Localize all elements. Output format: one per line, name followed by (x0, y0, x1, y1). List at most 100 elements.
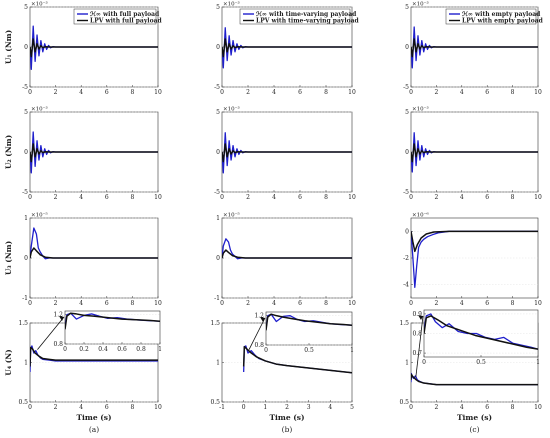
axis-multiplier: ×10⁻³ (223, 1, 240, 8)
x-tick-label: 10 (348, 194, 356, 201)
y-tick-label: 5 (405, 109, 409, 116)
x-tick-label: 4 (79, 89, 83, 96)
legend-label: LPV with empty payload (462, 18, 544, 25)
x-tick-label: 6 (298, 194, 302, 201)
x-tick-label: 8 (511, 300, 515, 307)
x-tick-label: 1 (263, 404, 267, 411)
x-tick-label: 10 (154, 300, 162, 307)
x-tick-label: 0.4 (98, 346, 108, 353)
y-axis-label: U₂ (Nm) (4, 135, 13, 169)
y-tick-label: -4 (403, 282, 409, 289)
x-tick-label: 0 (63, 346, 67, 353)
x-axis-label: Time (s) (269, 413, 304, 422)
x-tick-label: 10 (534, 300, 542, 307)
x-tick-label: 4 (272, 194, 276, 201)
y-tick-label: 1 (24, 360, 28, 367)
x-tick-label: 2 (54, 300, 58, 307)
x-tick-label: 6 (485, 194, 489, 201)
x-tick-label: 4 (460, 300, 464, 307)
x-tick-label: 2 (285, 404, 289, 411)
x-tick-label: 0 (28, 300, 32, 307)
y-tick-label: 0 (405, 44, 409, 51)
y-tick-label: 1.5 (399, 320, 409, 327)
x-tick-label: 0.2 (79, 346, 89, 353)
y-tick-label: 5 (24, 4, 28, 11)
y-tick-label: 1.2 (254, 313, 264, 320)
x-tick-label: 6 (298, 300, 302, 307)
y-tick-label: 0.9 (412, 311, 422, 318)
x-tick-label: 0 (264, 347, 268, 354)
x-tick-label: 0 (220, 89, 224, 96)
x-tick-label: 4 (272, 300, 276, 307)
x-tick-label: 4 (79, 404, 83, 411)
x-tick-label: 0 (28, 194, 32, 201)
y-tick-label: 0.8 (254, 342, 264, 349)
x-tick-label: 6 (105, 89, 109, 96)
x-tick-label: 10 (154, 194, 162, 201)
y-tick-label: 1.2 (53, 312, 63, 319)
x-tick-label: 8 (130, 194, 134, 201)
x-tick-label: 6 (298, 89, 302, 96)
legend-a1: ℋ∞ with full payloadLPV with full payloa… (74, 9, 162, 25)
x-tick-label: 4 (328, 404, 332, 411)
subfigure-caption: (a) (89, 425, 99, 434)
chart-c3: -4-200246810×10⁻⁶ (403, 212, 542, 308)
x-axis-label: Time (s) (76, 413, 111, 422)
x-tick-label: 1 (536, 359, 540, 366)
y-tick-label: 0 (24, 149, 28, 156)
y-axis-label: U₃ (Nm) (4, 241, 13, 275)
y-tick-label: 1 (216, 360, 220, 367)
y-tick-label: 1.5 (210, 320, 220, 327)
y-axis-label: U₁ (Nm) (4, 30, 13, 64)
x-tick-label: 10 (534, 404, 542, 411)
y-tick-label: 5 (405, 4, 409, 11)
x-tick-label: 4 (79, 194, 83, 201)
y-tick-label: 1.5 (18, 320, 28, 327)
x-tick-label: 4 (460, 89, 464, 96)
x-tick-label: 2 (54, 89, 58, 96)
x-tick-label: 6 (105, 194, 109, 201)
x-tick-label: 4 (460, 194, 464, 201)
x-tick-label: 3 (307, 404, 311, 411)
x-tick-label: 10 (348, 300, 356, 307)
y-tick-label: 0.8 (53, 341, 63, 348)
x-tick-label: 8 (511, 404, 515, 411)
plot-frame (65, 311, 160, 344)
x-tick-label: 0 (28, 404, 32, 411)
x-tick-label: 0 (409, 300, 413, 307)
x-tick-label: 6 (485, 300, 489, 307)
y-tick-label: 5 (24, 109, 28, 116)
axis-multiplier: ×10⁻³ (412, 106, 429, 113)
chart-b3: -1010246810×10⁻⁵ (214, 212, 356, 308)
y-tick-label: 1 (216, 215, 220, 222)
y-tick-label: 1 (405, 360, 409, 367)
x-tick-label: 10 (534, 89, 542, 96)
x-tick-label: 10 (534, 194, 542, 201)
x-tick-label: 1 (158, 346, 162, 353)
y-tick-label: 0 (405, 228, 409, 235)
legend-label: LPV with time-varying payload (256, 18, 360, 25)
legend-c1: ℋ∞ with empty payloadLPV with empty payl… (446, 9, 544, 25)
axis-multiplier: ×10⁻³ (412, 1, 429, 8)
y-tick-label: 0.7 (412, 350, 422, 357)
chart-a3: -1010246810×10⁻⁵ (22, 212, 162, 308)
x-tick-label: 0 (220, 194, 224, 201)
y-tick-label: 0 (216, 149, 220, 156)
x-tick-label: 0 (28, 89, 32, 96)
x-tick-label: 8 (511, 89, 515, 96)
x-tick-label: 2 (434, 89, 438, 96)
x-tick-label: 0 (422, 359, 426, 366)
x-tick-label: 8 (130, 89, 134, 96)
x-tick-label: 2 (434, 194, 438, 201)
x-tick-label: 8 (130, 404, 134, 411)
x-tick-label: 4 (79, 300, 83, 307)
x-tick-label: 0.6 (117, 346, 127, 353)
x-tick-label: 2 (434, 300, 438, 307)
x-tick-label: 2 (434, 404, 438, 411)
x-tick-label: 8 (324, 300, 328, 307)
x-tick-label: 0 (220, 300, 224, 307)
axis-multiplier: ×10⁻⁵ (223, 212, 240, 219)
y-tick-label: 0 (216, 44, 220, 51)
y-tick-label: 5 (216, 4, 220, 11)
